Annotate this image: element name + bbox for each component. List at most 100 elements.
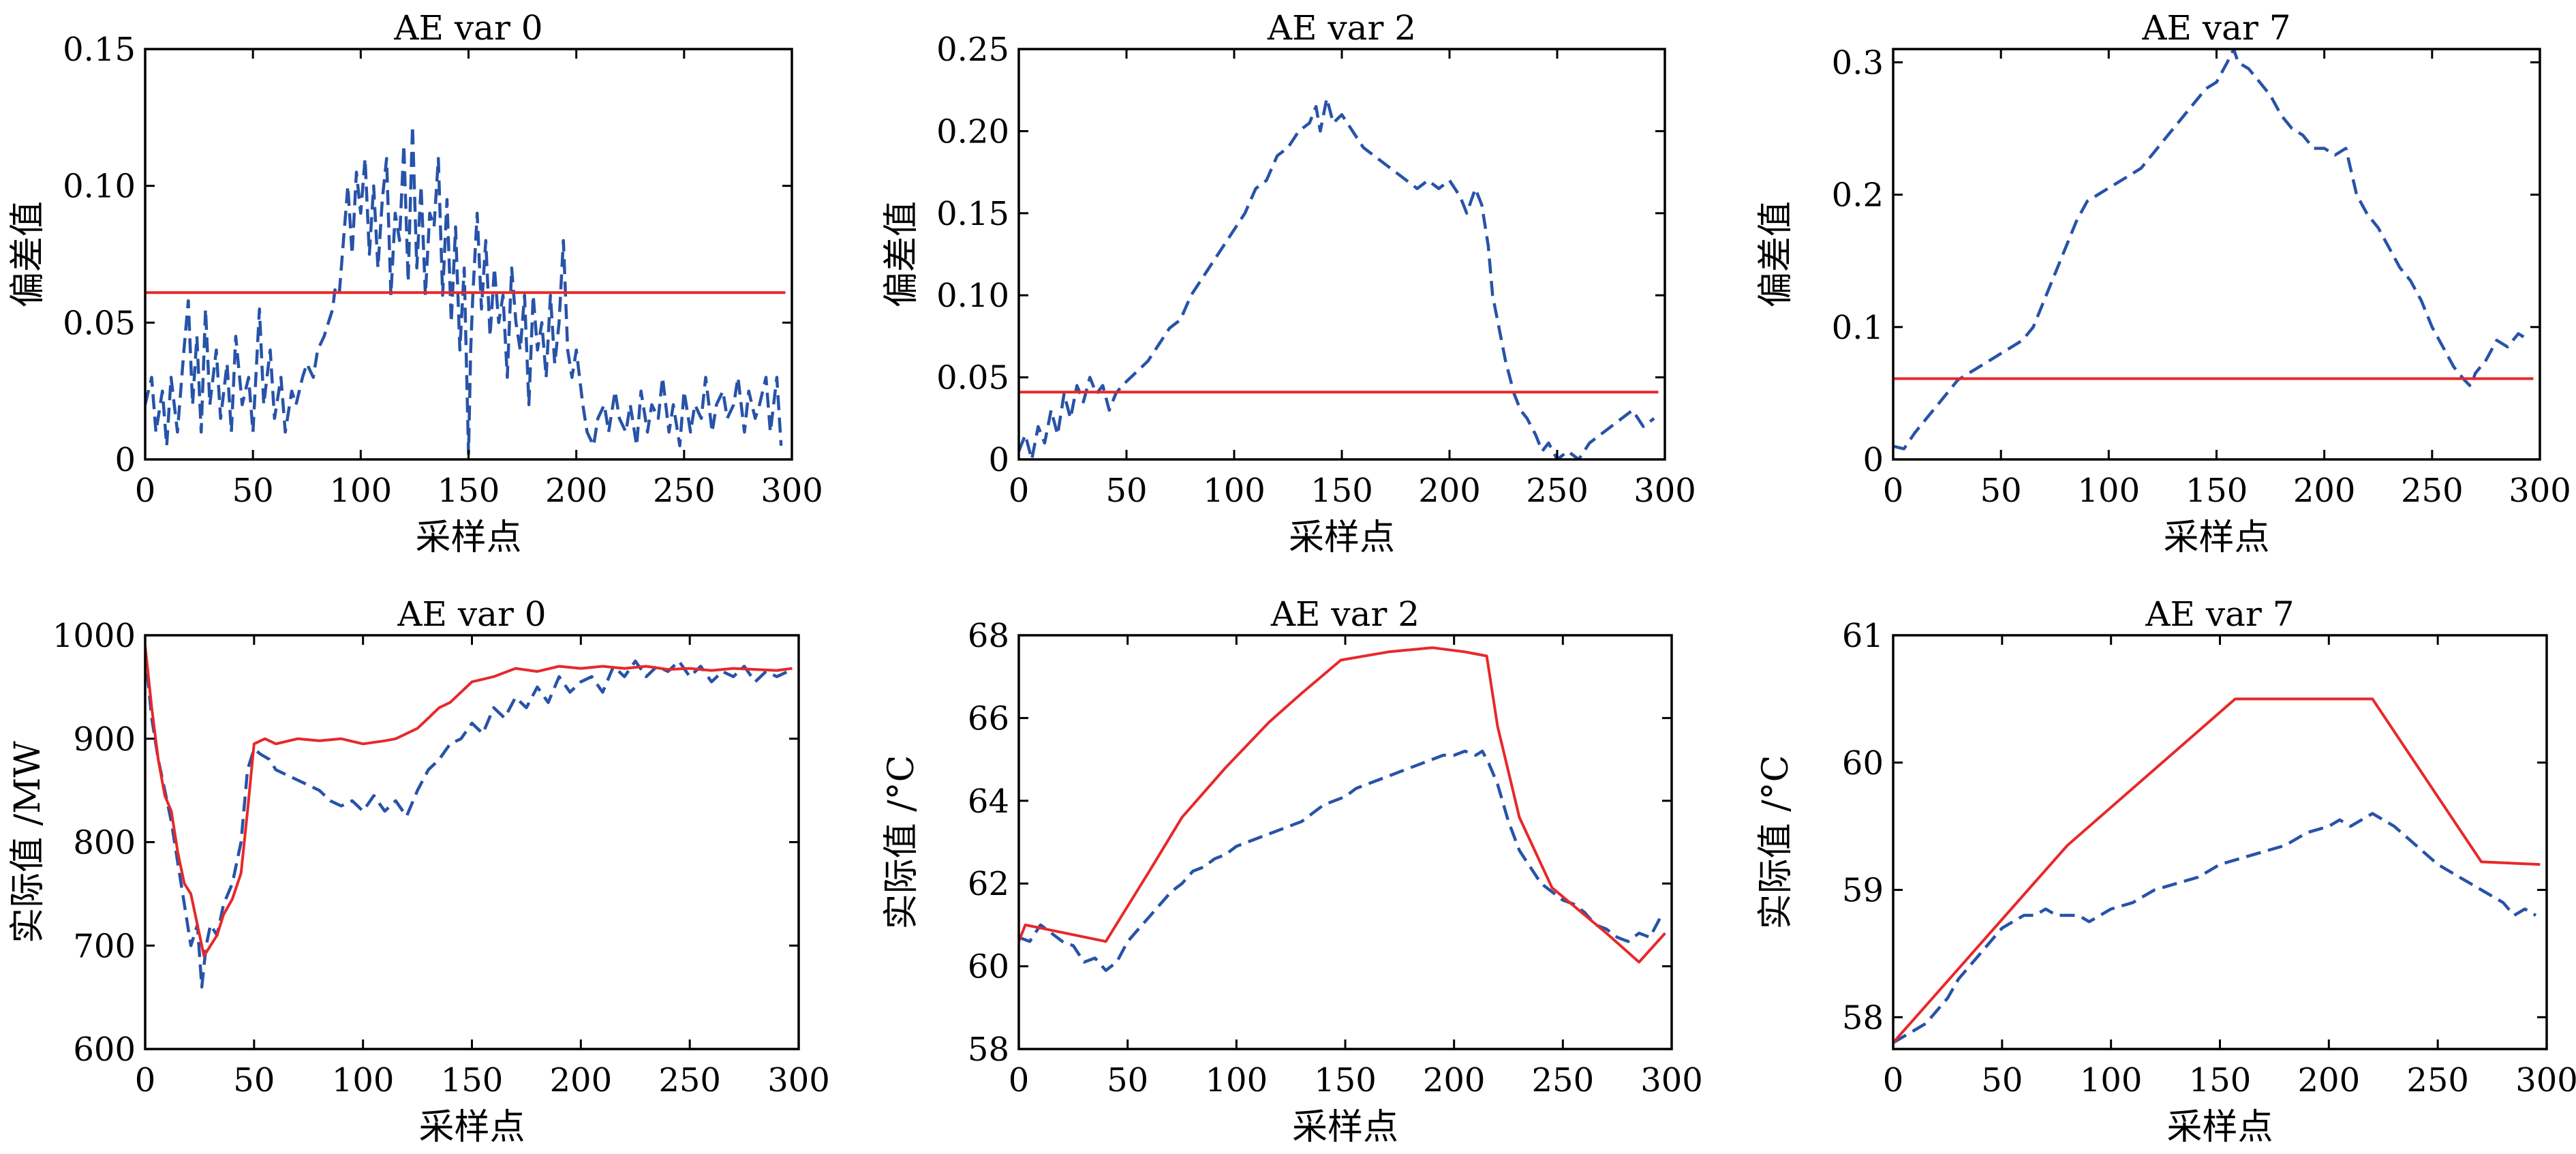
x-axis-label: 采样点 xyxy=(415,517,521,558)
series-solid-red xyxy=(1893,697,2541,1044)
x-tick-label: 100 xyxy=(2080,1061,2143,1099)
series-dashed-blue xyxy=(1893,49,2530,451)
x-tick-label: 250 xyxy=(658,1061,721,1099)
y-tick-label: 700 xyxy=(73,927,136,965)
y-tick-label: 64 xyxy=(968,783,1009,821)
y-tick-label: 0 xyxy=(988,441,1009,479)
chart-title: AE var 2 xyxy=(1270,594,1420,634)
x-tick-label: 300 xyxy=(2515,1061,2576,1099)
x-tick-label: 250 xyxy=(2401,472,2464,510)
y-tick-label: 0.05 xyxy=(63,304,136,342)
x-axis-label: 采样点 xyxy=(2163,517,2269,558)
x-tick-label: 150 xyxy=(441,1061,504,1099)
x-tick-label: 150 xyxy=(1310,472,1373,510)
x-tick-label: 50 xyxy=(1105,472,1147,510)
x-axis-label: 采样点 xyxy=(1289,517,1395,558)
x-tick-label: 0 xyxy=(1883,472,1904,510)
x-tick-label: 200 xyxy=(2298,1061,2361,1099)
x-tick-label: 0 xyxy=(135,1061,156,1099)
x-tick-label: 250 xyxy=(1532,1061,1595,1099)
series-dashed-blue xyxy=(1019,96,1655,459)
chart-panel-1: 0 50 100 150 200 250 300 0 0.05 0.10 0.15 AE var 0 采… xyxy=(7,8,823,558)
y-tick-label: 62 xyxy=(968,865,1009,903)
x-tick-label: 150 xyxy=(2186,472,2248,510)
x-tick-label: 50 xyxy=(1980,472,2022,510)
x-tick-label: 200 xyxy=(1423,1061,1486,1099)
x-tick-label: 300 xyxy=(1634,472,1696,510)
x-tick-label: 200 xyxy=(1418,472,1481,510)
y-tick-label: 61 xyxy=(1842,617,1884,655)
y-tick-label: 0.20 xyxy=(936,112,1009,151)
x-tick-label: 150 xyxy=(1314,1061,1377,1099)
chart-panel-6: 0 50 100 150 200 250 300 58 59 60 61 AE var 7 采样点 实际值… xyxy=(1755,594,2576,1148)
series-dashed-blue xyxy=(145,650,788,989)
series-solid-red xyxy=(145,645,793,958)
y-tick-label: 0.05 xyxy=(936,359,1009,397)
y-tick-label: 0.3 xyxy=(1832,44,1884,82)
x-tick-label: 300 xyxy=(761,472,823,510)
y-tick-label: 68 xyxy=(968,617,1009,655)
plot-frame xyxy=(1892,48,2541,461)
x-axis-label: 采样点 xyxy=(2166,1107,2273,1148)
x-tick-label: 100 xyxy=(2078,472,2141,510)
chart-panel-3: 0 50 100 150 200 250 300 0 0.1 0.2 0.3 AE var 7 采样点 偏… xyxy=(1755,8,2571,558)
y-tick-label: 59 xyxy=(1842,872,1884,910)
chart-panel-4: 0 50 100 150 200 250 300 600 700 800 900 1000 AE var… xyxy=(7,594,830,1148)
y-axis-label: 实际值 /MW xyxy=(7,741,48,943)
x-tick-label: 300 xyxy=(2509,472,2571,510)
y-tick-label: 0.10 xyxy=(63,168,136,206)
chart-title: AE var 7 xyxy=(2141,8,2290,48)
y-tick-label: 0 xyxy=(1862,441,1884,479)
series-solid-red xyxy=(1019,646,1666,964)
series-dashed-blue xyxy=(145,124,783,456)
x-tick-label: 300 xyxy=(767,1061,830,1099)
x-tick-label: 200 xyxy=(550,1061,613,1099)
y-tick-label: 600 xyxy=(73,1031,136,1069)
y-tick-label: 66 xyxy=(968,699,1009,738)
chart-title: AE var 0 xyxy=(393,8,542,48)
chart-title: AE var 7 xyxy=(2145,594,2294,634)
x-tick-label: 50 xyxy=(232,472,274,510)
x-tick-label: 200 xyxy=(2293,472,2356,510)
plot-frame xyxy=(1892,634,2548,1050)
y-axis-label: 偏差值 xyxy=(881,201,922,307)
series-dashed-blue xyxy=(1893,812,2537,1044)
chart-panel-5: 0 50 100 150 200 250 300 58 60 62 64 66 68 AE var 2 采样… xyxy=(881,594,1703,1148)
y-axis-label: 偏差值 xyxy=(7,201,48,307)
chart-title: AE var 0 xyxy=(397,594,546,634)
y-tick-label: 900 xyxy=(73,720,136,759)
y-tick-label: 58 xyxy=(968,1031,1009,1069)
x-tick-label: 50 xyxy=(1981,1061,2023,1099)
x-tick-label: 200 xyxy=(545,472,608,510)
x-tick-label: 100 xyxy=(1206,1061,1268,1099)
y-tick-label: 60 xyxy=(1842,744,1884,783)
chart-panel-2: 0 50 100 150 200 250 300 0 0.05 0.10 0.15 0.20 0.25 A… xyxy=(881,8,1696,558)
y-tick-label: 0.15 xyxy=(936,195,1009,233)
x-axis-label: 采样点 xyxy=(418,1107,525,1148)
x-tick-label: 150 xyxy=(438,472,500,510)
x-tick-label: 300 xyxy=(1640,1061,1703,1099)
plot-frame xyxy=(1017,634,1673,1050)
x-tick-label: 250 xyxy=(1526,472,1589,510)
x-tick-label: 0 xyxy=(1009,1061,1030,1099)
series-dashed-blue xyxy=(1019,749,1662,972)
y-axis-label: 偏差值 xyxy=(1755,201,1796,307)
x-tick-label: 100 xyxy=(332,1061,395,1099)
x-tick-label: 100 xyxy=(330,472,393,510)
x-tick-label: 50 xyxy=(233,1061,275,1099)
x-tick-label: 100 xyxy=(1203,472,1266,510)
y-tick-label: 60 xyxy=(968,948,1009,986)
x-tick-label: 0 xyxy=(135,472,156,510)
y-tick-label: 0.2 xyxy=(1832,177,1884,215)
x-axis-label: 采样点 xyxy=(1292,1107,1398,1148)
x-tick-label: 0 xyxy=(1009,472,1030,510)
x-tick-label: 0 xyxy=(1883,1061,1904,1099)
y-tick-label: 1000 xyxy=(52,617,136,655)
y-tick-label: 0.25 xyxy=(936,31,1009,69)
x-tick-label: 250 xyxy=(653,472,716,510)
chart-title: AE var 2 xyxy=(1267,8,1416,48)
x-tick-label: 250 xyxy=(2406,1061,2469,1099)
y-axis-label: 实际值 /°C xyxy=(881,755,922,930)
y-tick-label: 800 xyxy=(73,824,136,862)
